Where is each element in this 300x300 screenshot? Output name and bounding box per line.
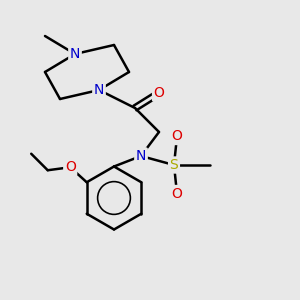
Text: S: S xyxy=(169,158,178,172)
Text: O: O xyxy=(154,86,164,100)
Text: N: N xyxy=(70,47,80,61)
Text: O: O xyxy=(65,160,76,174)
Text: N: N xyxy=(136,149,146,163)
Text: O: O xyxy=(172,130,182,143)
Text: N: N xyxy=(94,83,104,97)
Text: O: O xyxy=(172,187,182,200)
